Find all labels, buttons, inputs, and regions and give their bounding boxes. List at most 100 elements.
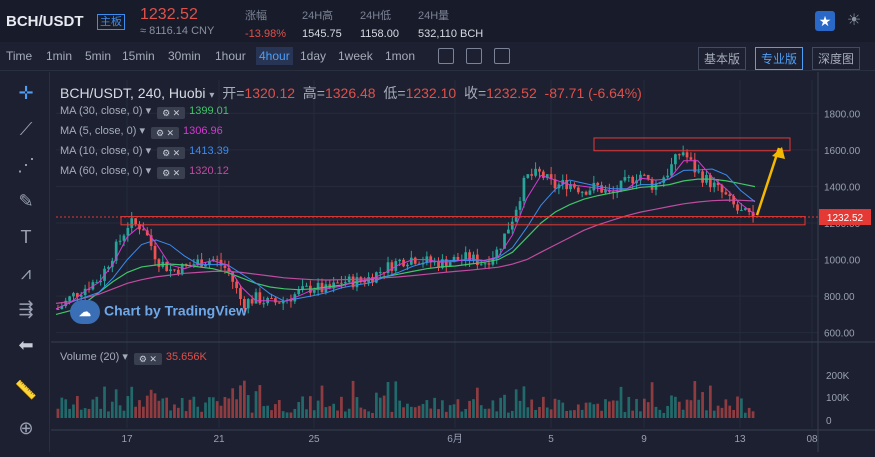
zoom-icon[interactable]: ⊕: [18, 418, 34, 438]
indicators-icon[interactable]: [438, 48, 454, 64]
volume-bar: [308, 396, 312, 418]
indicator-ma5[interactable]: MA (5, close, 0) ▾ ⚙ ✕ 1306.96: [60, 125, 223, 139]
interval-1hour[interactable]: 1hour: [215, 49, 246, 63]
volume-bar: [538, 407, 541, 418]
indicator-ma60[interactable]: MA (60, close, 0) ▾ ⚙ ✕ 1320.12: [60, 165, 229, 179]
volume-bar: [270, 410, 273, 418]
volume-bar: [145, 395, 149, 418]
volume-bar: [503, 394, 506, 418]
interval-30min[interactable]: 30min: [168, 49, 201, 63]
volume-bar: [708, 385, 712, 418]
volume-bar: [126, 396, 130, 418]
volume-bar: [262, 406, 266, 418]
price-cny: ≈ 8116.14 CNY: [140, 25, 215, 37]
ruler-icon[interactable]: 📏: [14, 380, 38, 400]
volume-bar: [382, 395, 386, 418]
volume-bar: [188, 399, 192, 418]
interval-1day[interactable]: 1day: [300, 49, 327, 63]
volume-bar: [99, 408, 103, 418]
volume-bar: [157, 400, 161, 418]
volume-bar: [437, 409, 440, 418]
candle-body: [312, 290, 316, 293]
candle-body: [456, 256, 460, 260]
crosshair-icon[interactable]: ✛: [18, 83, 34, 103]
volume-legend[interactable]: Volume (20) ▾ ⚙ ✕ 35.656K: [60, 351, 207, 365]
volume-bar: [165, 397, 169, 418]
settings-icon[interactable]: [466, 48, 482, 64]
price-chart[interactable]: 1800.001600.001400.001200.001000.00800.0…: [51, 72, 875, 452]
candle-body: [258, 292, 262, 304]
view-2[interactable]: 深度图: [812, 47, 861, 70]
interval-1mon[interactable]: 1mon: [385, 49, 416, 63]
volume-bar: [639, 411, 642, 418]
volume-bar: [184, 411, 188, 418]
candle-body: [118, 240, 122, 242]
volume-bar: [615, 400, 619, 418]
theme-toggle-icon[interactable]: ☀: [846, 12, 862, 29]
candle-body: [708, 174, 712, 188]
candle-body: [627, 176, 631, 178]
candle-body: [413, 257, 417, 264]
y-tick-label: 800.00: [824, 292, 855, 303]
candle-body: [332, 282, 336, 289]
view-0[interactable]: 基本版: [698, 47, 747, 70]
back-arrow-icon[interactable]: ⬅: [18, 335, 34, 355]
pattern-icon[interactable]: ⩘: [20, 263, 32, 283]
volume-bar: [64, 399, 68, 418]
y-tick-label: 1000.00: [824, 256, 861, 267]
volume-bar: [472, 399, 475, 418]
text-icon[interactable]: T: [20, 227, 32, 247]
volume-bar: [522, 386, 526, 418]
candle-body: [204, 264, 207, 267]
volume-bar: [110, 401, 114, 418]
candle-body: [297, 289, 301, 295]
volume-bar: [239, 385, 242, 418]
indicator-ma10[interactable]: MA (10, close, 0) ▾ ⚙ ✕ 1413.39: [60, 145, 229, 159]
volume-bar: [118, 405, 122, 418]
indicator-ma30[interactable]: MA (30, close, 0) ▾ ⚙ ✕ 1399.01: [60, 105, 229, 119]
candle-body: [712, 182, 716, 188]
volume-bar: [654, 406, 658, 418]
candle-body: [530, 174, 534, 176]
brush-icon[interactable]: ✎: [18, 191, 34, 211]
volume-bar: [114, 389, 118, 418]
volume-bar: [297, 402, 301, 418]
symbol-name[interactable]: BCH/USDT: [6, 13, 84, 30]
favorite-star-icon[interactable]: ★: [815, 11, 835, 31]
candle-body: [580, 191, 584, 193]
volume-bar: [588, 402, 592, 418]
trendline-icon[interactable]: ⟋: [19, 119, 33, 139]
candle-body: [681, 152, 685, 156]
view-1[interactable]: 专业版: [755, 47, 804, 70]
candle-body: [569, 184, 572, 190]
candle-body: [677, 154, 681, 156]
volume-bar: [375, 392, 378, 418]
volume-bar: [444, 411, 448, 418]
candle-body: [623, 177, 627, 181]
candle-body: [165, 261, 169, 272]
interval-4hour[interactable]: 4hour: [256, 47, 293, 65]
candle-body: [192, 264, 196, 266]
fib-icon[interactable]: ⋰: [17, 155, 35, 175]
candle-body: [289, 299, 293, 302]
chart-canvas[interactable]: 1800.001600.001400.001200.001000.00800.0…: [51, 72, 875, 452]
interval-5min[interactable]: 5min: [85, 49, 112, 63]
volume-bar: [68, 408, 71, 418]
volume-bar: [646, 402, 650, 418]
measure-icon[interactable]: ⇶: [18, 299, 34, 319]
candle-body: [429, 256, 433, 263]
candle-body: [507, 229, 510, 234]
candle-body: [398, 259, 402, 262]
candle-body: [316, 282, 320, 291]
candle-body: [242, 298, 246, 309]
volume-bar: [227, 398, 231, 418]
interval-1min[interactable]: 1min: [46, 49, 73, 63]
volume-bar: [340, 396, 343, 418]
time-label: Time: [6, 49, 33, 63]
volume-bar: [215, 401, 219, 418]
camera-icon[interactable]: [494, 48, 510, 64]
volume-tick-label: 0: [826, 416, 832, 427]
interval-15min[interactable]: 15min: [122, 49, 155, 63]
candle-body: [642, 174, 646, 176]
interval-1week[interactable]: 1week: [338, 49, 373, 63]
